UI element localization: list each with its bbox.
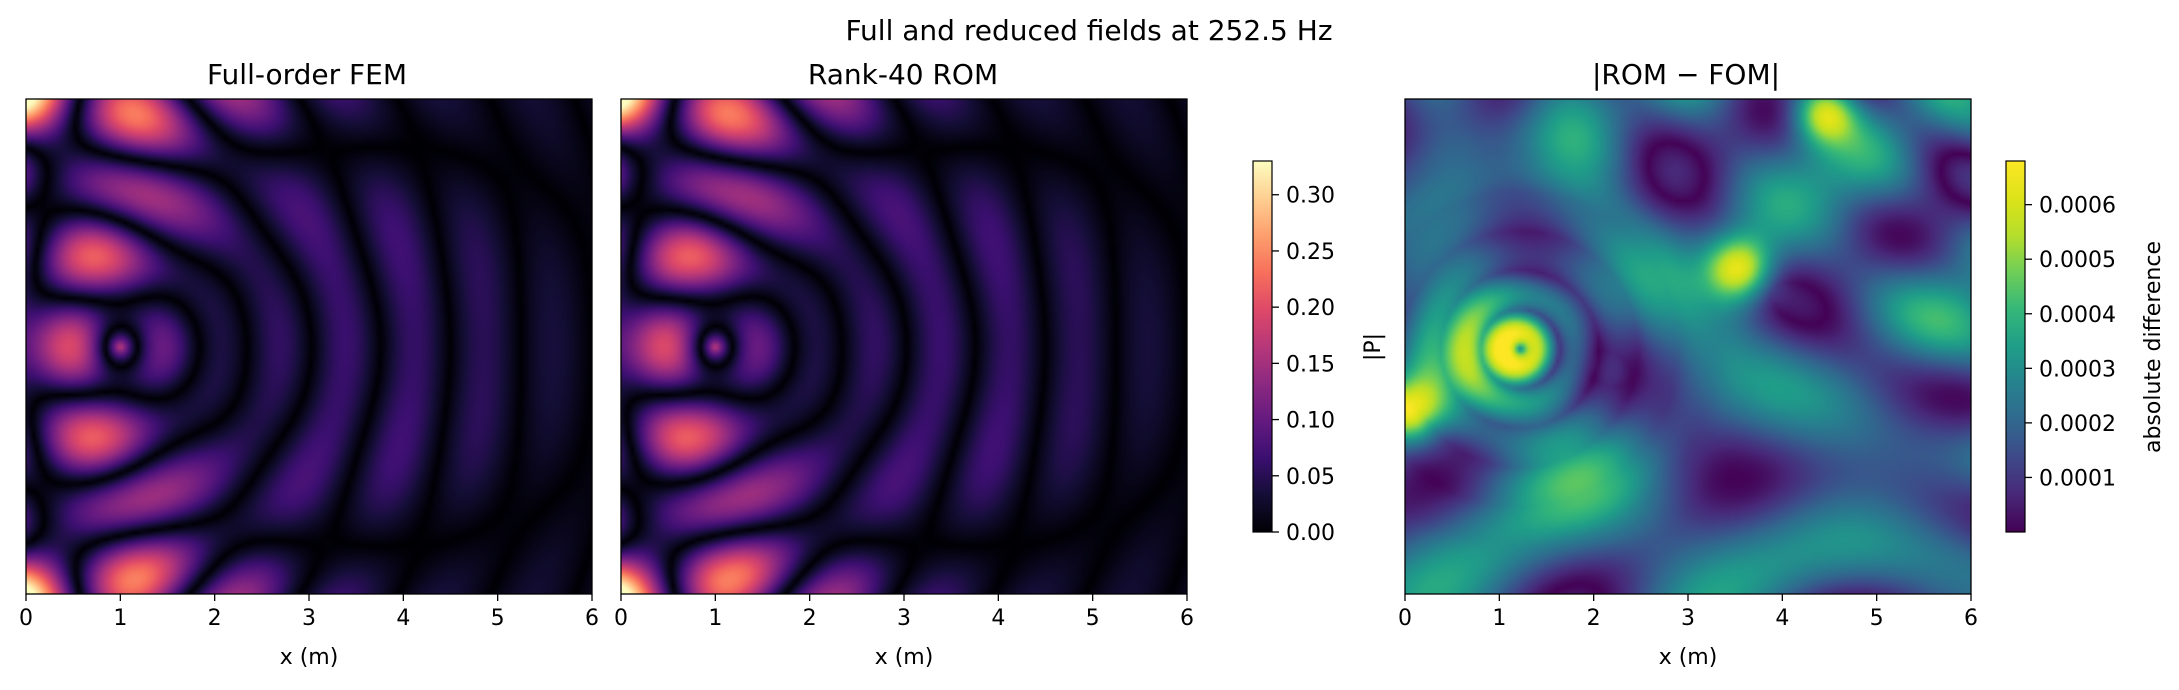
x-tick-label: 0 <box>614 606 628 631</box>
colorbar-tick-label: 0.0006 <box>2039 194 2116 219</box>
colorbar-tick-label: 0.10 <box>1286 409 1335 434</box>
colorbar-tick-label: 0.30 <box>1286 184 1335 209</box>
x-tick-label: 3 <box>302 606 316 631</box>
x-tick-label: 2 <box>803 606 817 631</box>
heatmap-difference <box>1404 98 1972 595</box>
colorbar-tick-label: 0.0005 <box>2039 248 2116 273</box>
x-tick-label: 6 <box>585 606 599 631</box>
x-tick-label: 3 <box>897 606 911 631</box>
panel-title-full-order: Full-order FEM <box>207 58 407 91</box>
x-tick-label: 2 <box>208 606 222 631</box>
x-axis-label-difference: x (m) <box>1659 645 1718 670</box>
colorbar-tick-label: 0.20 <box>1286 296 1335 321</box>
colorbar-tick-label: 0.0002 <box>2039 412 2116 437</box>
x-tick-label: 4 <box>1775 606 1789 631</box>
x-axis-label-full-order: x (m) <box>280 645 339 670</box>
x-tick-label: 1 <box>708 606 722 631</box>
x-tick-label: 1 <box>113 606 127 631</box>
colorbar-tick-label: 0.05 <box>1286 465 1335 490</box>
x-tick-label: 5 <box>1086 606 1100 631</box>
figure-suptitle: Full and reduced fields at 252.5 Hz <box>845 14 1332 47</box>
colorbar-label-difference: absolute difference <box>2141 241 2166 453</box>
x-axis-label-rom: x (m) <box>875 645 934 670</box>
colorbar-tick-label: 0.0003 <box>2039 357 2116 382</box>
colorbar-label-magnitude: |P| <box>1361 333 1386 361</box>
x-tick-label: 6 <box>1180 606 1194 631</box>
panel-title-rom: Rank-40 ROM <box>808 58 998 91</box>
x-tick-label: 5 <box>1870 606 1884 631</box>
heatmap-rom <box>620 98 1188 595</box>
panel-title-difference: |ROM − FOM| <box>1592 58 1780 91</box>
x-tick-label: 4 <box>991 606 1005 631</box>
x-axis-full-order: 0 1 2 3 4 5 6 <box>19 594 599 631</box>
x-axis-rom: 0 1 2 3 4 5 6 <box>614 594 1194 631</box>
colorbar-tick-label: 0.15 <box>1286 352 1335 377</box>
x-tick-label: 1 <box>1492 606 1506 631</box>
colorbar-difference: 0.0001 0.0002 0.0003 0.0004 0.0005 0.0006 abs… <box>2005 160 2166 533</box>
x-tick-label: 0 <box>19 606 33 631</box>
colorbar-tick-label: 0.00 <box>1286 521 1335 546</box>
x-tick-label: 5 <box>491 606 505 631</box>
x-axis-difference: 0 1 2 3 4 5 6 <box>1398 594 1978 631</box>
x-tick-label: 6 <box>1964 606 1978 631</box>
x-tick-label: 0 <box>1398 606 1412 631</box>
x-tick-label: 2 <box>1587 606 1601 631</box>
x-tick-label: 3 <box>1681 606 1695 631</box>
colorbar-tick-label: 0.0004 <box>2039 303 2116 328</box>
x-tick-label: 4 <box>396 606 410 631</box>
colorbar-tick-label: 0.25 <box>1286 240 1335 265</box>
heatmap-full-order <box>25 98 593 595</box>
colorbar-tick-label: 0.0001 <box>2039 466 2116 491</box>
colorbar-magnitude: 0.00 0.05 0.10 0.15 0.20 0.25 0.30 |P| <box>1252 160 1386 546</box>
